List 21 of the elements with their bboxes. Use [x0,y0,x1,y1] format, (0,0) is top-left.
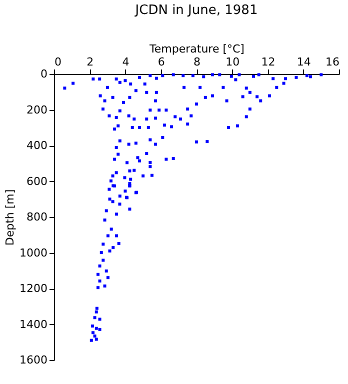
x-tick-label: 14 [296,56,311,68]
y-tick-label: 400 [26,139,48,152]
x-tick-label: 10 [226,56,240,68]
y-tick-label: 800 [26,210,48,224]
x-tick-label: 8 [194,56,200,68]
chart-title: JCDN in June, 1981 [134,3,258,18]
x-tick-label: 12 [261,56,276,68]
x-tick-label: 4 [122,56,130,68]
y-tick-label: 1200 [20,282,48,295]
y-tick-label: 600 [26,174,48,188]
y-tick-label: 1000 [20,246,48,260]
x-tick-label: 0 [54,56,62,68]
y-tick-label: 200 [26,103,48,116]
x-tick-label: 16 [326,56,340,68]
x-tick-label: 2 [86,56,94,68]
y-axis-title: Depth [m] [4,189,17,246]
y-tick-label: 1600 [20,354,48,366]
x-axis-title: Temperature [°C] [148,42,244,56]
y-tick-label: 0 [40,68,48,80]
y-tick-label: 1400 [20,318,48,331]
x-tick-label: 6 [158,56,165,68]
